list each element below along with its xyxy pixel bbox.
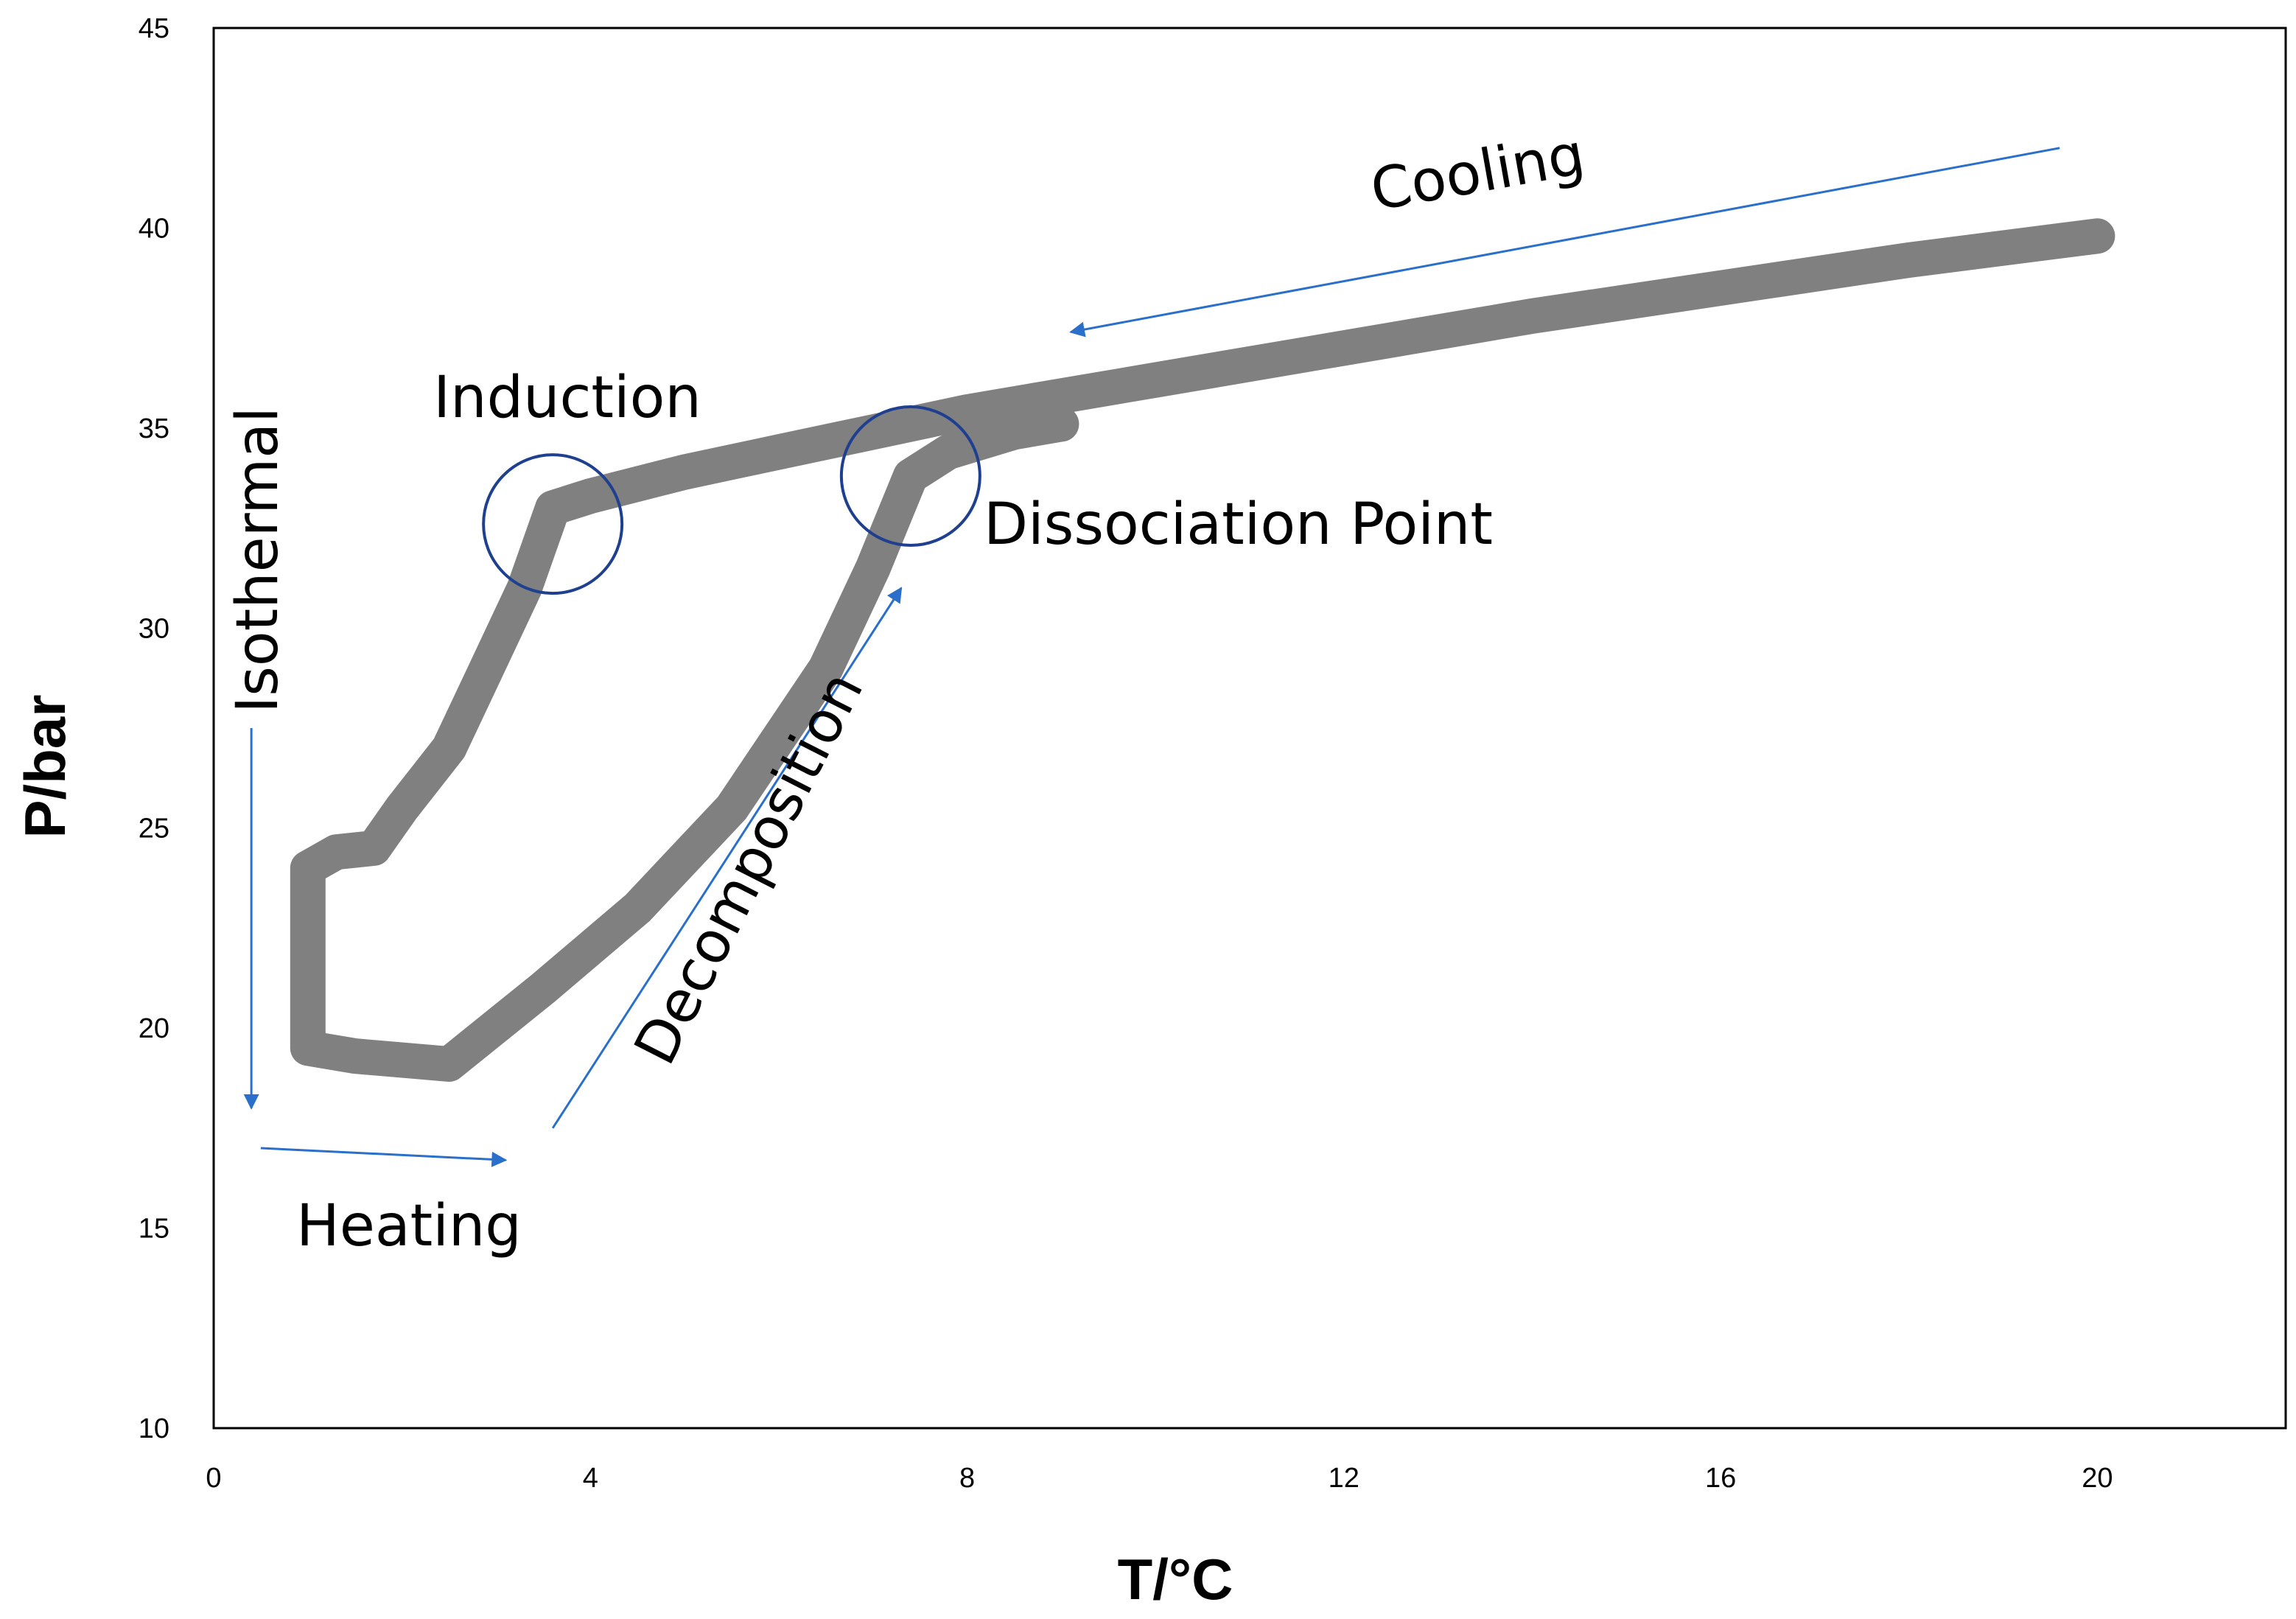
plot-frame [212, 27, 2287, 1430]
y-tick-label: 45 [139, 13, 169, 44]
circle-layer [482, 405, 981, 595]
cooling-arrow [1069, 147, 2060, 338]
x-tick-label: 20 [2082, 1463, 2113, 1494]
y-tick-label: 25 [139, 814, 169, 845]
pt-trace-line [290, 218, 2115, 1082]
x-axis-title: T/°C [1118, 1547, 1233, 1612]
y-tick-label: 35 [139, 413, 169, 444]
induction-label: Induction [433, 365, 701, 431]
heating-arrow [260, 1147, 508, 1167]
induction-circle [482, 453, 624, 595]
y-tick-label: 30 [139, 613, 169, 644]
heating-label: Heating [296, 1193, 522, 1259]
y-axis-title: P/bar [13, 694, 77, 838]
isothermal-label: Isothermal [225, 407, 291, 713]
decomposition-arrow [551, 587, 903, 1129]
x-tick-label: 4 [583, 1463, 598, 1494]
dissociation-point-label: Dissociation Point [984, 492, 1493, 558]
x-tick-label: 8 [959, 1463, 975, 1494]
series-layer [290, 218, 2115, 1082]
x-tick-label: 12 [1329, 1463, 1359, 1494]
y-tick-label: 10 [139, 1413, 169, 1444]
x-tick-labels: 0 4 8 12 16 20 [206, 1463, 2113, 1494]
cooling-label: Cooling [1366, 122, 1589, 224]
y-tick-label: 40 [139, 213, 169, 244]
y-tick-label: 15 [139, 1214, 169, 1245]
y-tick-label: 20 [139, 1013, 169, 1044]
dissociation-circle [839, 405, 981, 547]
y-tick-labels: 10 15 20 25 30 35 40 45 [139, 13, 169, 1444]
x-tick-label: 16 [1705, 1463, 1736, 1494]
x-tick-label: 0 [206, 1463, 221, 1494]
arrow-layer [243, 147, 2060, 1167]
